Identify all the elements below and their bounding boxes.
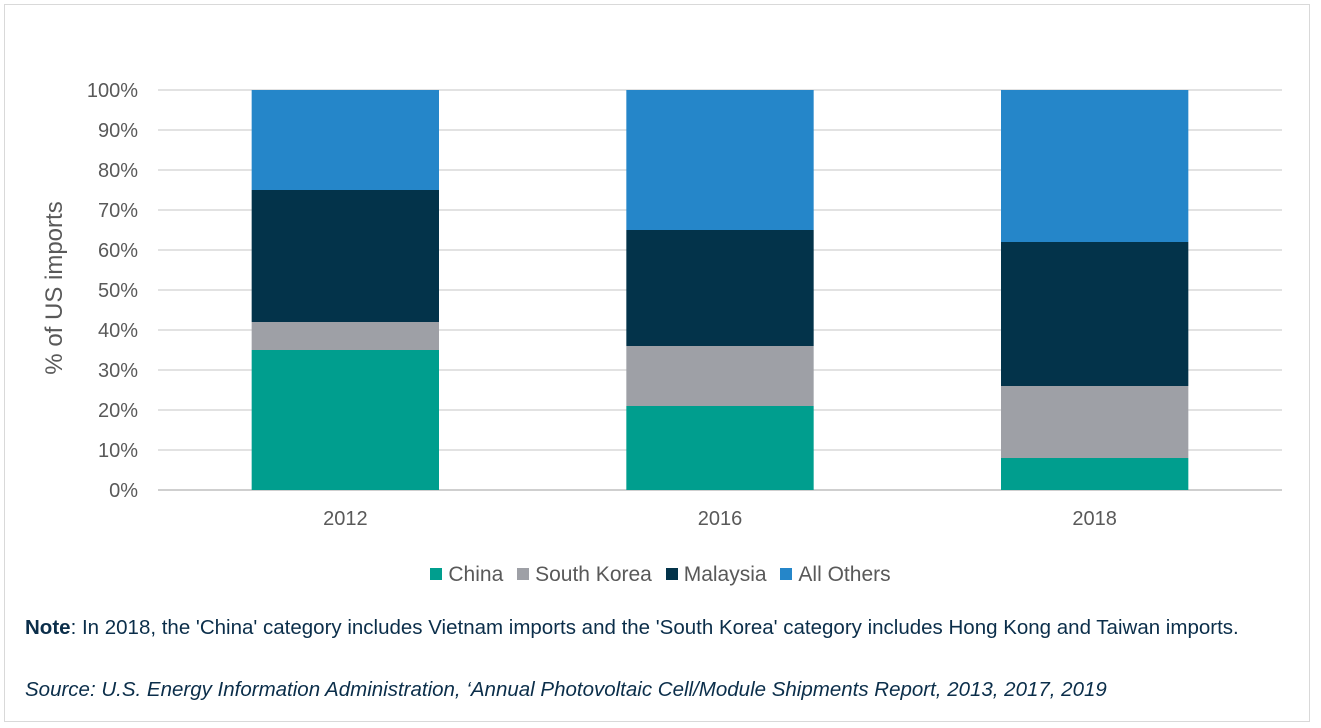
legend-item-china: China: [430, 563, 503, 587]
legend: China South Korea Malaysia All Others: [0, 563, 1321, 587]
bar-south-korea-2012: [251, 322, 439, 350]
x-tick-label: 2012: [323, 508, 368, 530]
bar-south-korea-2016: [626, 346, 814, 406]
y-tick-label: 60%: [98, 240, 138, 262]
y-tick-label: 50%: [98, 280, 138, 302]
chart-frame: [4, 4, 1310, 722]
bar-all-others-2012: [251, 90, 439, 190]
y-tick-label: 10%: [98, 440, 138, 462]
bar-malaysia-2012: [251, 190, 439, 322]
bar-china-2016: [626, 406, 814, 490]
bar-south-korea-2018: [1001, 386, 1189, 458]
legend-swatch-malaysia: [665, 568, 678, 580]
y-tick-label: 70%: [98, 200, 138, 222]
y-axis-title: % of US imports: [41, 201, 68, 374]
y-tick-label: 90%: [98, 120, 138, 142]
bar-malaysia-2016: [626, 230, 814, 346]
bar-all-others-2016: [626, 90, 814, 230]
x-tick-label: 2018: [1072, 508, 1117, 530]
x-tick-label: 2016: [698, 508, 743, 530]
note-label: Note: [25, 616, 71, 639]
bar-china-2018: [1001, 458, 1189, 490]
y-tick-label: 100%: [87, 80, 138, 102]
y-tick-label: 0%: [109, 480, 138, 502]
chart-source: Source: U.S. Energy Information Administ…: [25, 678, 1107, 701]
bar-china-2012: [251, 350, 439, 490]
legend-item-south-korea: South Korea: [517, 563, 652, 587]
legend-label-malaysia: Malaysia: [683, 563, 767, 586]
legend-swatch-china: [430, 568, 443, 580]
legend-item-malaysia: Malaysia: [665, 563, 767, 587]
bar-malaysia-2018: [1001, 242, 1189, 386]
legend-label-china: China: [448, 563, 504, 586]
legend-item-all-others: All Others: [780, 563, 891, 587]
y-tick-label: 30%: [98, 360, 138, 382]
note-text: : In 2018, the 'China' category includes…: [70, 616, 1239, 639]
y-tick-label: 80%: [98, 160, 138, 182]
legend-swatch-all-others: [780, 568, 793, 580]
bar-all-others-2018: [1001, 90, 1189, 242]
chart-note: Note: In 2018, the 'China' category incl…: [25, 615, 1295, 641]
y-tick-label: 20%: [98, 400, 138, 422]
legend-swatch-south-korea: [517, 568, 530, 580]
legend-label-all-others: All Others: [798, 563, 891, 586]
legend-label-south-korea: South Korea: [535, 563, 652, 586]
y-tick-label: 40%: [98, 320, 138, 342]
